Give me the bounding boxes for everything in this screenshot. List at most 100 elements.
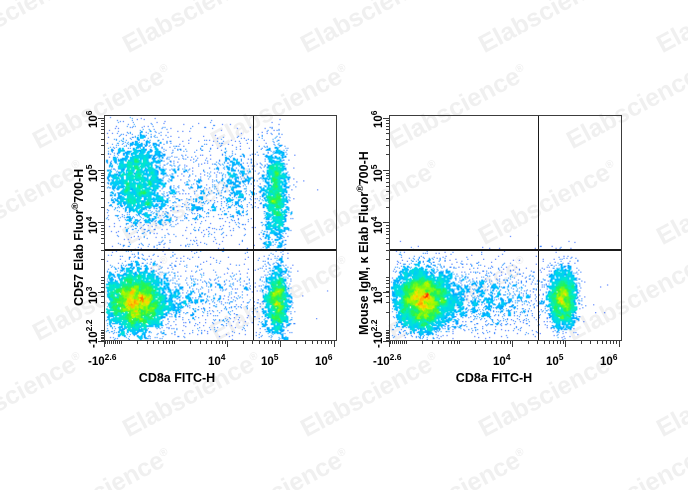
- quadrant-gate-vertical-sample[interactable]: [252, 116, 255, 340]
- x-tick-label-0: -10^2.6-102.6: [88, 352, 117, 368]
- x-axis-tick-minor: [277, 341, 279, 344]
- y-axis-tick-minor: [386, 243, 389, 245]
- y-axis-tick-minor: [101, 277, 104, 279]
- x-axis-tick-minor: [280, 341, 282, 344]
- x-axis-tick-major: [564, 341, 566, 347]
- y-axis-tick-minor: [386, 181, 389, 183]
- x-axis-tick-minor: [224, 341, 226, 344]
- x-axis-tick-minor: [509, 341, 511, 344]
- y-tick-label-2: 104: [369, 216, 385, 234]
- plot-panel-sample: -10^2.6-102.6 104 105 106 106 105 104 10…: [70, 110, 337, 385]
- x-axis-tick-minor: [459, 341, 461, 344]
- y-axis-tick-minor: [101, 138, 104, 140]
- y-axis-tick-minor: [101, 154, 104, 156]
- x-axis-tick-minor: [271, 341, 273, 344]
- x-axis-tick-minor: [396, 341, 398, 344]
- x-axis-tick-major: [512, 341, 514, 347]
- x-axis-tick-minor: [560, 341, 562, 344]
- x-axis-tick-minor: [324, 341, 326, 344]
- y-axis-tick-major: [98, 292, 104, 294]
- y-axis-tick-minor: [101, 340, 104, 342]
- x-axis-tick-minor: [296, 341, 298, 344]
- y-axis-tick-minor: [386, 178, 389, 180]
- x-axis-tick-minor: [252, 341, 254, 344]
- x-axis-tick-minor: [327, 341, 329, 344]
- x-axis-tick-minor: [311, 341, 313, 344]
- x-tick-label-0: -102.6: [373, 352, 402, 368]
- x-axis-tick-minor: [400, 341, 402, 344]
- y-axis-tick-minor: [386, 175, 389, 177]
- y-tick-label-3: 103: [369, 286, 385, 304]
- y-axis-tick-minor: [386, 172, 389, 174]
- x-axis-tick-minor: [438, 341, 440, 344]
- x-axis-tick-minor: [199, 341, 201, 344]
- y-tick-label-2: 104: [84, 216, 100, 234]
- plot-frame-isotype: [389, 115, 622, 341]
- y-axis-tick-minor: [101, 206, 104, 208]
- y-axis-tick-minor: [386, 122, 389, 124]
- x-axis-tick-minor: [528, 341, 530, 344]
- y-axis-tick-minor: [101, 280, 104, 282]
- x-axis-tick-minor: [227, 341, 229, 344]
- y-axis-tick-minor: [101, 234, 104, 236]
- x-axis-tick-minor: [109, 341, 111, 344]
- x-axis-tick-minor: [275, 341, 277, 344]
- x-axis-tick-minor: [454, 341, 456, 344]
- y-axis-tick-minor: [101, 295, 104, 297]
- y-axis-tick-minor: [386, 206, 389, 208]
- y-axis-tick-minor: [386, 280, 389, 282]
- x-axis-tick-minor: [321, 341, 323, 344]
- y-axis-tick-minor: [101, 230, 104, 232]
- x-tick-label-3: 106: [315, 352, 333, 368]
- x-axis-tick-major: [333, 341, 335, 347]
- x-axis-tick-minor: [606, 341, 608, 344]
- quadrant-gate-vertical-isotype[interactable]: [537, 116, 540, 340]
- x-axis-tick-minor: [609, 341, 611, 344]
- x-axis-tick-minor: [105, 341, 107, 344]
- x-axis-tick-minor: [305, 341, 307, 344]
- y-axis-tick-minor: [386, 154, 389, 156]
- y-axis-tick-minor: [386, 234, 389, 236]
- y-axis-tick-minor: [101, 286, 104, 288]
- y-axis-tick-minor: [101, 227, 104, 229]
- y-axis-tick-major: [383, 341, 389, 342]
- y-axis-tick-minor: [101, 311, 104, 313]
- x-axis-tick-minor: [456, 341, 458, 344]
- y-axis-tick-minor: [386, 286, 389, 288]
- y-axis-tick-minor: [101, 224, 104, 226]
- x-axis-tick-minor: [544, 341, 546, 344]
- x-axis-tick-minor: [162, 341, 164, 344]
- x-tick-label-3: 106: [600, 352, 618, 368]
- y-axis-tick-minor: [101, 175, 104, 177]
- x-axis-tick-major: [389, 341, 390, 347]
- y-tick-label-0: 106: [84, 110, 100, 128]
- x-axis-tick-minor: [406, 341, 407, 344]
- quadrant-gate-horizontal-sample[interactable]: [105, 249, 336, 251]
- x-axis-tick-minor: [111, 341, 113, 344]
- y-axis-tick-minor: [386, 311, 389, 313]
- x-axis-tick-minor: [549, 341, 551, 344]
- scatter-canvas-sample: [105, 116, 336, 340]
- x-axis-tick-minor: [117, 341, 119, 344]
- x-axis-tick-minor: [390, 341, 392, 344]
- quadrant-gate-horizontal-isotype[interactable]: [390, 249, 621, 251]
- x-axis-tick-minor: [590, 341, 592, 344]
- y-axis-tick-minor: [101, 197, 104, 199]
- y-axis-tick-minor: [101, 243, 104, 245]
- y-axis-tick-minor: [101, 125, 104, 127]
- x-axis-tick-minor: [553, 341, 555, 344]
- x-axis-tick-major: [104, 341, 105, 347]
- x-axis-tick-minor: [115, 341, 117, 344]
- y-axis-tick-major: [98, 170, 104, 172]
- y-axis-tick-minor: [101, 333, 104, 335]
- x-axis-tick-minor: [158, 341, 160, 344]
- x-axis-tick-minor: [537, 341, 539, 344]
- y-axis-tick-minor: [101, 249, 104, 251]
- x-axis-tick-major: [227, 341, 229, 347]
- y-tick-label-0: 106: [369, 110, 385, 128]
- y-axis-tick-minor: [386, 331, 389, 333]
- x-axis-tick-major: [279, 341, 281, 347]
- x-axis-tick-minor: [392, 341, 394, 344]
- x-axis-tick-minor: [211, 341, 213, 344]
- y-axis-title-sample: CD57 Elab Fluor®700-H: [70, 168, 87, 306]
